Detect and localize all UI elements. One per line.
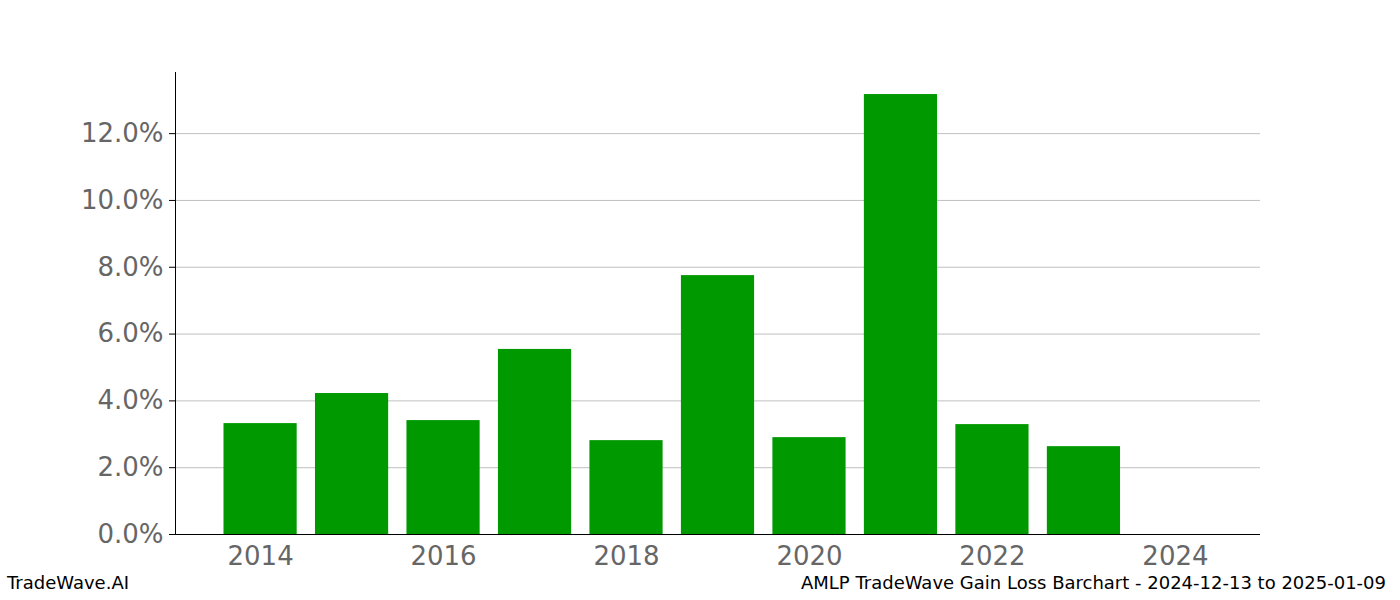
svg-text:2022: 2022 — [959, 541, 1025, 570]
html-text:TradeWave.AI: TradeWave.AI — [7, 572, 129, 593]
html-text:AMLP TradeWave Gain Loss Barch: AMLP TradeWave Gain Loss Barchart - 2024… — [801, 572, 1386, 593]
svg-text:2018: 2018 — [593, 541, 659, 570]
svg-text:12.0%: 12.0% — [81, 118, 164, 148]
svg-text:2014: 2014 — [227, 541, 293, 570]
svg-text:2016: 2016 — [410, 541, 476, 570]
svg-text:8.0%: 8.0% — [97, 252, 163, 282]
svg-text:2020: 2020 — [776, 541, 842, 570]
svg-text:0.0%: 0.0% — [97, 519, 163, 549]
svg-text:6.0%: 6.0% — [97, 318, 163, 348]
svg-text:10.0%: 10.0% — [81, 185, 164, 215]
svg-text:2024: 2024 — [1142, 541, 1208, 570]
svg-text:2.0%: 2.0% — [97, 452, 163, 482]
svg-text:4.0%: 4.0% — [97, 385, 163, 415]
